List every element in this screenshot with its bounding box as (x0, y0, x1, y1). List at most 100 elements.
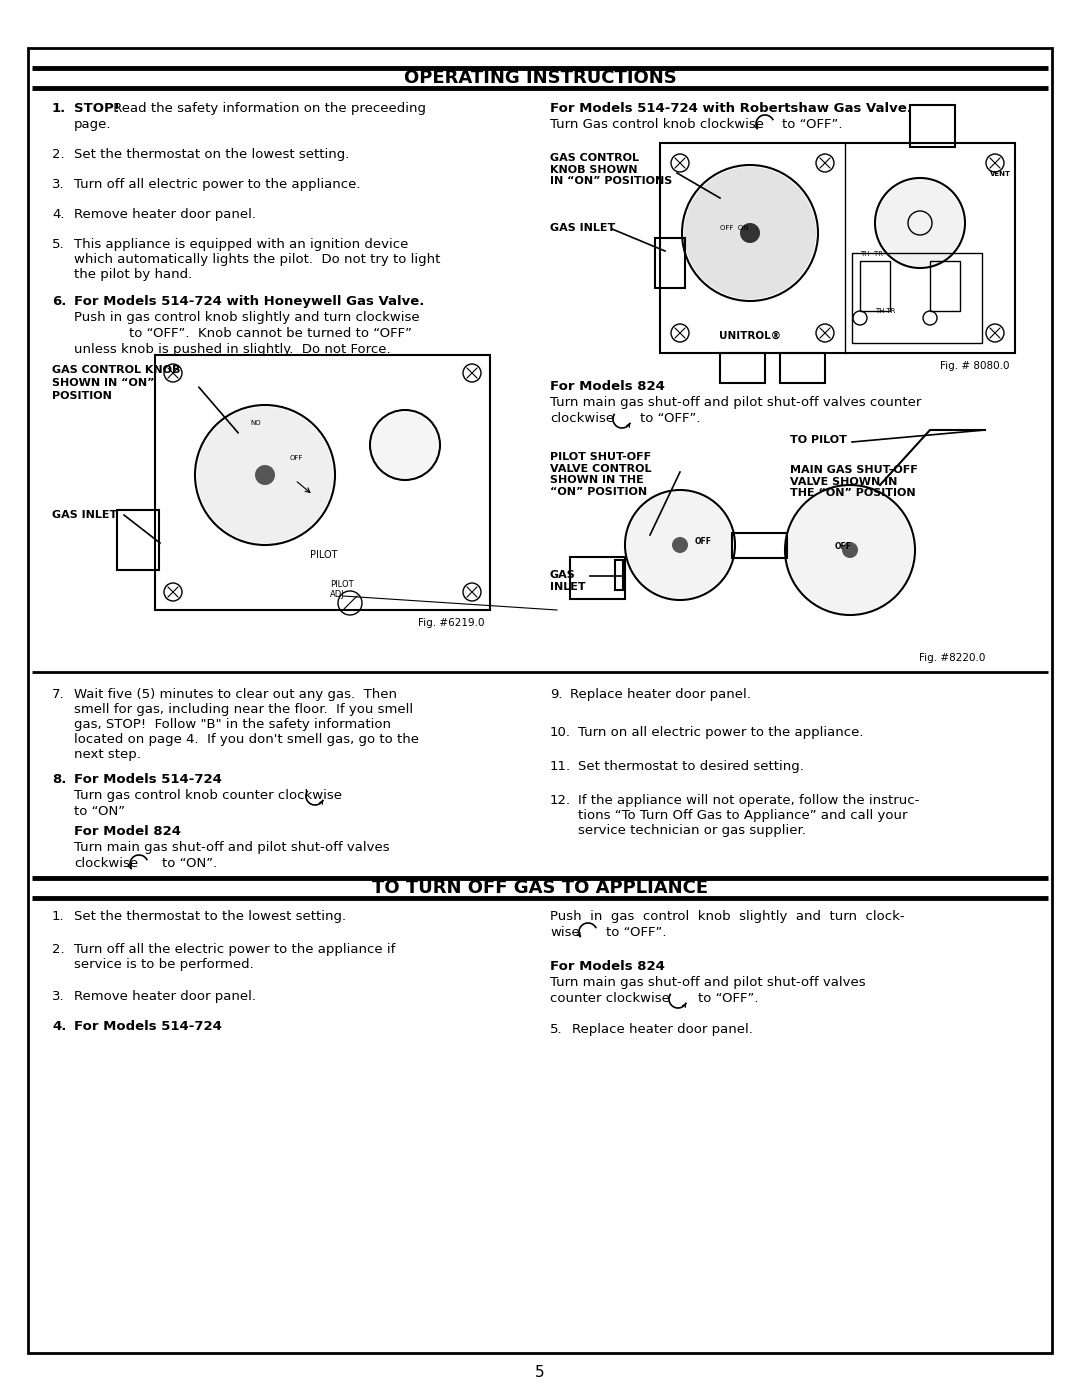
Bar (910, 105, 955, 147)
Text: For Models 824: For Models 824 (550, 380, 665, 393)
Text: TH-TR: TH-TR (875, 307, 895, 314)
Text: 4.: 4. (52, 208, 65, 221)
Bar (852, 253, 982, 344)
Text: Set the thermostat to the lowest setting.: Set the thermostat to the lowest setting… (75, 909, 346, 923)
Text: 12.: 12. (550, 793, 571, 807)
Text: 5.: 5. (52, 237, 65, 251)
Text: 5.: 5. (550, 1023, 563, 1037)
Bar (654, 237, 685, 288)
Text: 10.: 10. (550, 726, 571, 739)
Text: Replace heater door panel.: Replace heater door panel. (570, 687, 751, 701)
Text: For Models 514-724 with Honeywell Gas Valve.: For Models 514-724 with Honeywell Gas Va… (75, 295, 424, 307)
Text: Remove heater door panel.: Remove heater door panel. (75, 208, 256, 221)
Text: 6.: 6. (52, 295, 66, 307)
Text: 11.: 11. (550, 760, 571, 773)
Text: GAS CONTROL KNOB: GAS CONTROL KNOB (52, 365, 180, 374)
Text: OFF: OFF (291, 455, 303, 461)
Text: 3.: 3. (52, 177, 65, 191)
Text: service is to be performed.: service is to be performed. (75, 958, 254, 971)
Text: tions “To Turn Off Gas to Appliance” and call your: tions “To Turn Off Gas to Appliance” and… (578, 809, 907, 821)
Text: This appliance is equipped with an ignition device: This appliance is equipped with an ignit… (75, 237, 408, 251)
Text: Set the thermostat on the lowest setting.: Set the thermostat on the lowest setting… (75, 148, 349, 161)
Circle shape (684, 168, 816, 299)
Text: smell for gas, including near the floor.  If you smell: smell for gas, including near the floor.… (75, 703, 414, 717)
Text: clockwise: clockwise (550, 412, 615, 425)
Text: UNITROL®: UNITROL® (719, 331, 781, 341)
Text: Wait five (5) minutes to clear out any gas.  Then: Wait five (5) minutes to clear out any g… (75, 687, 397, 701)
Circle shape (877, 180, 963, 265)
Bar (117, 510, 159, 570)
Text: For Models 514-724 with Robertshaw Gas Valve.: For Models 514-724 with Robertshaw Gas V… (550, 102, 912, 115)
Bar (930, 261, 960, 312)
Text: PILOT: PILOT (310, 550, 337, 560)
Text: GAS CONTROL
KNOB SHOWN
IN “ON” POSITIONS: GAS CONTROL KNOB SHOWN IN “ON” POSITIONS (550, 154, 672, 186)
Text: 5: 5 (536, 1365, 544, 1380)
Text: to “OFF”.: to “OFF”. (782, 117, 842, 131)
Text: to “ON”: to “ON” (75, 805, 125, 819)
Bar (860, 261, 890, 312)
Text: located on page 4.  If you don't smell gas, go to the: located on page 4. If you don't smell ga… (75, 733, 419, 746)
Text: Read the safety information on the preceeding: Read the safety information on the prece… (109, 102, 426, 115)
Text: SHOWN IN “ON”: SHOWN IN “ON” (52, 379, 154, 388)
Text: Turn main gas shut-off and pilot shut-off valves: Turn main gas shut-off and pilot shut-of… (550, 977, 866, 989)
Text: Turn Gas control knob clockwise: Turn Gas control knob clockwise (550, 117, 764, 131)
Text: Push  in  gas  control  knob  slightly  and  turn  clock-: Push in gas control knob slightly and tu… (550, 909, 905, 923)
Text: GAS INLET: GAS INLET (52, 510, 118, 520)
Circle shape (372, 412, 438, 478)
Circle shape (197, 407, 333, 543)
Text: OPERATING INSTRUCTIONS: OPERATING INSTRUCTIONS (404, 68, 676, 87)
Text: service technician or gas supplier.: service technician or gas supplier. (578, 824, 806, 837)
Text: counter clockwise: counter clockwise (550, 992, 670, 1004)
Text: to “OFF”.: to “OFF”. (698, 992, 758, 1004)
Text: TH  TR: TH TR (860, 251, 883, 257)
Text: to “ON”.: to “ON”. (162, 856, 217, 870)
Text: POSITION: POSITION (52, 391, 112, 401)
Bar (570, 557, 625, 599)
Text: Turn main gas shut-off and pilot shut-off valves counter: Turn main gas shut-off and pilot shut-of… (550, 395, 921, 409)
Text: 4.: 4. (52, 1020, 66, 1032)
Circle shape (255, 465, 275, 485)
Text: Replace heater door panel.: Replace heater door panel. (572, 1023, 753, 1037)
Text: TO PILOT: TO PILOT (789, 434, 847, 446)
Bar (660, 142, 1015, 353)
Bar (156, 355, 490, 610)
Text: 1.: 1. (52, 909, 65, 923)
Circle shape (787, 488, 913, 613)
Text: unless knob is pushed in slightly.  Do not Force.: unless knob is pushed in slightly. Do no… (75, 344, 391, 356)
Text: PILOT: PILOT (330, 580, 353, 590)
Text: Turn off all the electric power to the appliance if: Turn off all the electric power to the a… (75, 943, 395, 956)
Bar (732, 534, 787, 557)
Text: STOP!: STOP! (75, 102, 120, 115)
Text: Fig. #6219.0: Fig. #6219.0 (419, 617, 485, 629)
Text: gas, STOP!  Follow "B" in the safety information: gas, STOP! Follow "B" in the safety info… (75, 718, 391, 731)
Text: OFF: OFF (835, 542, 852, 550)
Bar (720, 353, 765, 383)
Text: 2.: 2. (52, 943, 65, 956)
Text: 2.: 2. (52, 148, 65, 161)
Text: Turn gas control knob counter clockwise: Turn gas control knob counter clockwise (75, 789, 342, 802)
Circle shape (842, 542, 858, 557)
Text: to “OFF”.  Knob cannot be turned to “OFF”: to “OFF”. Knob cannot be turned to “OFF” (129, 327, 411, 339)
Bar (780, 353, 825, 383)
Text: OFF  ON: OFF ON (720, 225, 748, 231)
Text: PILOT SHUT-OFF
VALVE CONTROL
SHOWN IN THE
“ON” POSITION: PILOT SHUT-OFF VALVE CONTROL SHOWN IN TH… (550, 453, 651, 497)
Text: Push in gas control knob slightly and turn clockwise: Push in gas control knob slightly and tu… (75, 312, 420, 324)
Text: For Models 824: For Models 824 (550, 960, 665, 972)
Text: MAIN GAS SHUT-OFF
VALVE SHOWN IN
THE “ON” POSITION: MAIN GAS SHUT-OFF VALVE SHOWN IN THE “ON… (789, 465, 918, 499)
Text: TO TURN OFF GAS TO APPLIANCE: TO TURN OFF GAS TO APPLIANCE (372, 879, 708, 897)
Text: next step.: next step. (75, 747, 140, 761)
Text: For Models 514-724: For Models 514-724 (75, 773, 221, 787)
Text: page.: page. (75, 117, 111, 131)
Text: to “OFF”.: to “OFF”. (640, 412, 701, 425)
Text: wise: wise (550, 926, 580, 939)
Text: Set thermostat to desired setting.: Set thermostat to desired setting. (578, 760, 804, 773)
Text: 3.: 3. (52, 990, 65, 1003)
Text: 1.: 1. (52, 102, 66, 115)
Text: Fig. # 8080.0: Fig. # 8080.0 (941, 360, 1010, 372)
Text: If the appliance will not operate, follow the instruc-: If the appliance will not operate, follo… (578, 793, 919, 807)
Text: Fig. #8220.0: Fig. #8220.0 (919, 652, 985, 664)
Text: For Model 824: For Model 824 (75, 826, 181, 838)
Text: 8.: 8. (52, 773, 66, 787)
Text: 9.: 9. (550, 687, 563, 701)
Text: GAS
INLET: GAS INLET (550, 570, 585, 591)
